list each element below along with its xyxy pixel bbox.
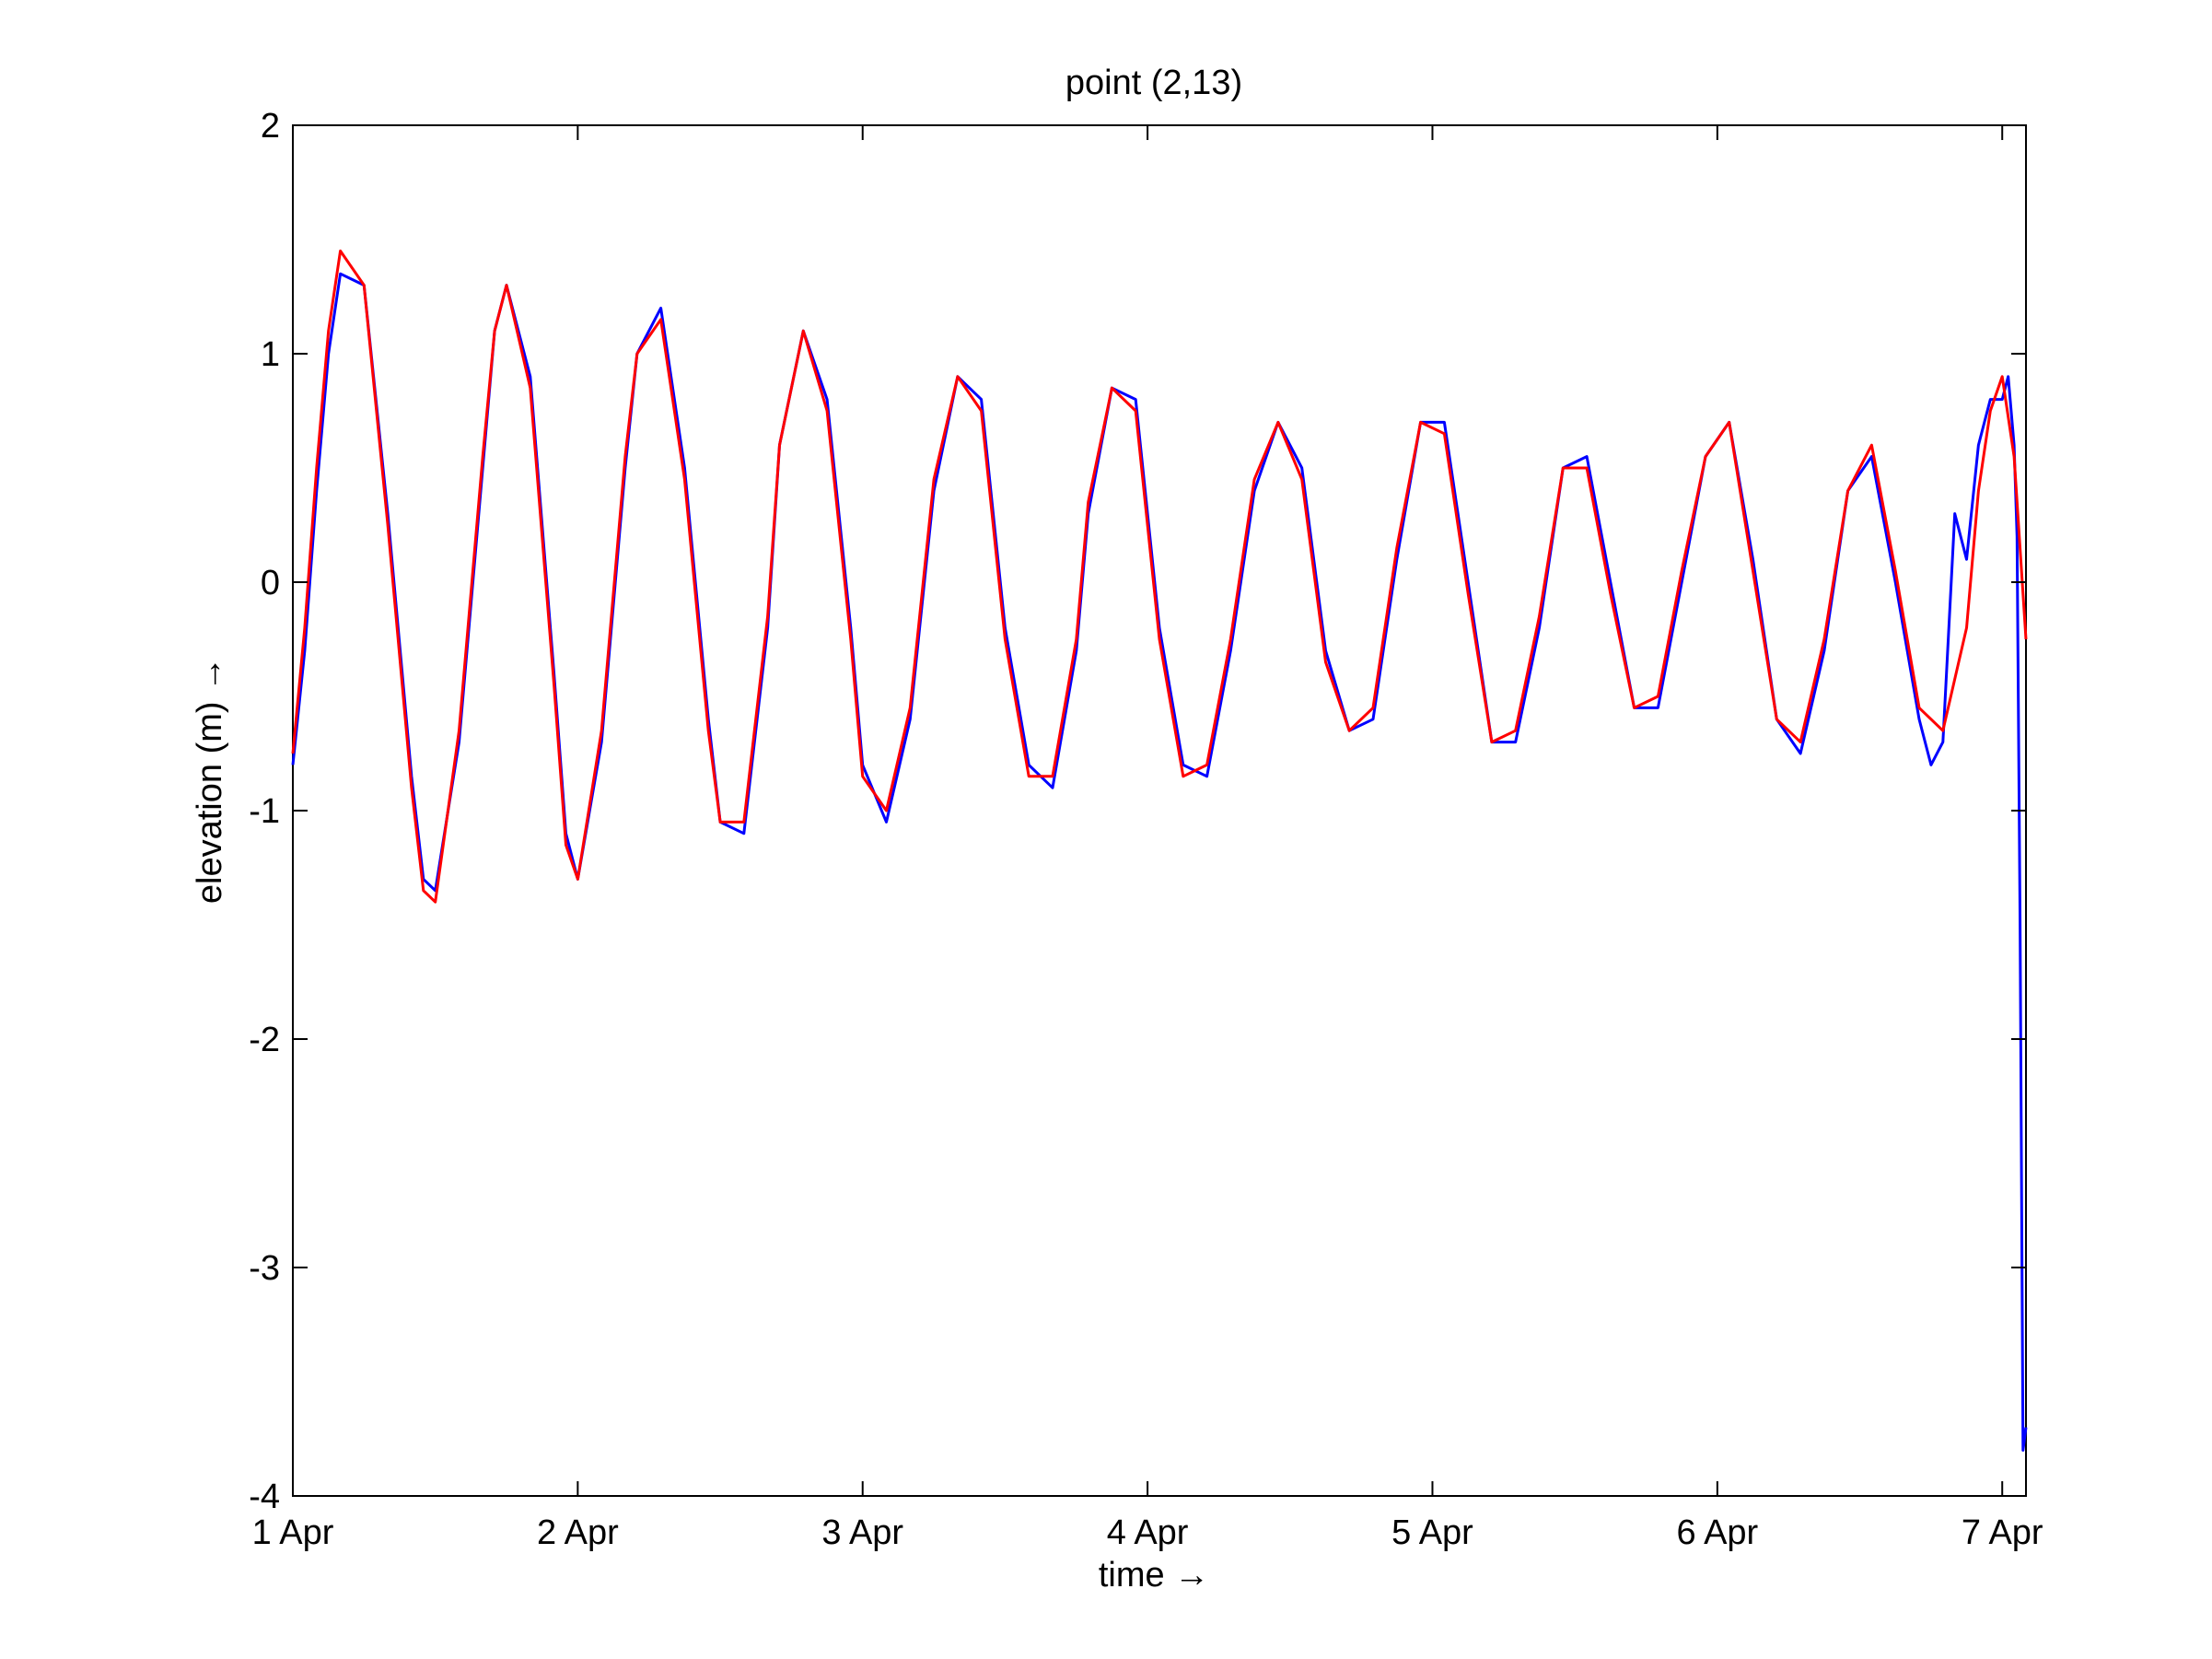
y-tick-label: -3 bbox=[249, 1249, 280, 1288]
x-tick-label: 3 Apr bbox=[821, 1513, 903, 1552]
series-line-1 bbox=[291, 272, 2028, 1452]
y-tick-label: -1 bbox=[249, 792, 280, 831]
y-tick-label: -2 bbox=[249, 1021, 280, 1059]
y-tick-label: 0 bbox=[261, 564, 280, 602]
x-tick-label: 1 Apr bbox=[252, 1513, 334, 1552]
x-tick-label: 7 Apr bbox=[1962, 1513, 2043, 1552]
axis-ticks: 1 Apr 2 Apr 3 Apr 4 Apr 5 Apr 6 Apr 7 Apr -4 -3 -… bbox=[249, 107, 2043, 1552]
x-axis-label: time → bbox=[1099, 1556, 1209, 1595]
x-tick-label: 5 Apr bbox=[1391, 1513, 1473, 1552]
y-tick-label: 1 bbox=[261, 335, 280, 374]
series-line-2 bbox=[291, 249, 2028, 904]
y-tick-label: -4 bbox=[249, 1478, 280, 1516]
y-axis-label: elevation (m) → bbox=[191, 657, 229, 904]
chart-title: point (2,13) bbox=[1065, 64, 1242, 102]
x-tick-label: 4 Apr bbox=[1107, 1513, 1189, 1552]
x-tick-label: 2 Apr bbox=[537, 1513, 619, 1552]
axes-box bbox=[292, 124, 2027, 1497]
y-tick-label: 2 bbox=[261, 107, 280, 146]
plot-area bbox=[291, 124, 2028, 1497]
x-tick-label: 6 Apr bbox=[1676, 1513, 1758, 1552]
